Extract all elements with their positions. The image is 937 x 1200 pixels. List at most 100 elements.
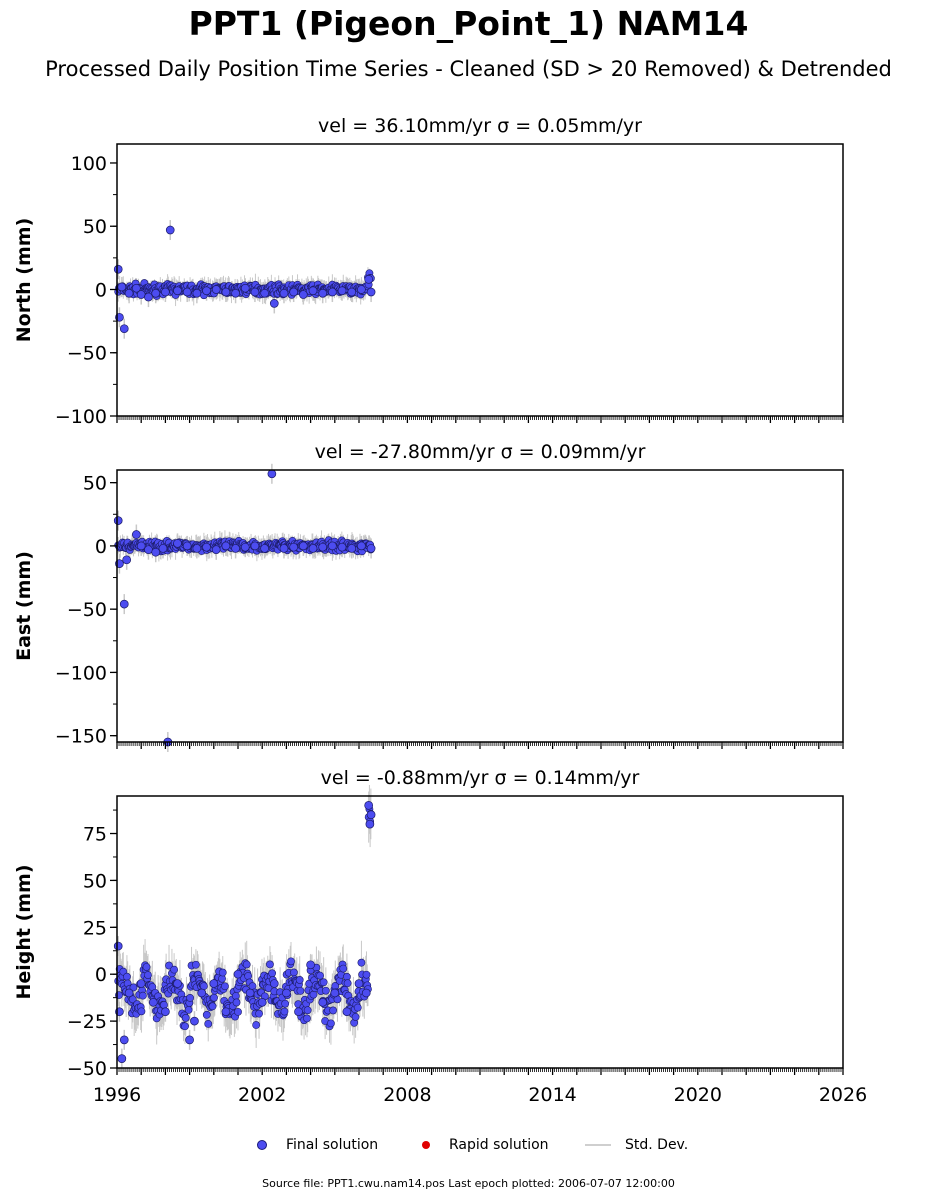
data-point bbox=[190, 1016, 199, 1026]
data-point bbox=[209, 979, 219, 988]
data-point bbox=[364, 801, 374, 810]
data-point bbox=[124, 988, 134, 998]
data-point bbox=[192, 288, 202, 298]
panel-title: vel = -0.88mm/yr σ = 0.14mm/yr bbox=[321, 767, 640, 789]
panel-title: vel = -27.80mm/yr σ = 0.09mm/yr bbox=[315, 441, 646, 463]
panel-title: vel = 36.10mm/yr σ = 0.05mm/yr bbox=[318, 115, 642, 137]
data-point bbox=[287, 957, 295, 966]
data-point bbox=[234, 1007, 242, 1016]
data-point bbox=[250, 541, 260, 551]
x-tick-label: 1996 bbox=[93, 1084, 141, 1106]
data-point bbox=[202, 1010, 211, 1019]
y-tick-label: 50 bbox=[83, 473, 107, 495]
data-point bbox=[124, 288, 134, 298]
chart-title: PPT1 (Pigeon_Point_1) NAM14 bbox=[188, 4, 749, 43]
y-tick-label: −25 bbox=[67, 1011, 107, 1033]
plot-frame bbox=[116, 469, 844, 743]
data-point bbox=[170, 965, 179, 974]
data-point bbox=[211, 545, 221, 555]
data-point bbox=[351, 1013, 360, 1021]
data-point bbox=[136, 979, 146, 988]
y-tick-label: −100 bbox=[55, 406, 107, 428]
legend-rapid: Rapid solution bbox=[422, 1137, 549, 1153]
final-solution-points bbox=[113, 469, 376, 747]
data-point bbox=[318, 542, 328, 552]
data-point bbox=[260, 544, 269, 553]
data-point bbox=[173, 286, 182, 296]
data-point bbox=[173, 979, 182, 988]
y-tick-label: −150 bbox=[55, 726, 107, 748]
data-point bbox=[268, 969, 277, 978]
data-point bbox=[303, 1006, 312, 1015]
data-point bbox=[266, 960, 274, 969]
data-point bbox=[210, 993, 218, 1002]
data-point bbox=[231, 992, 240, 1000]
data-point bbox=[279, 288, 289, 298]
data-point bbox=[185, 1035, 194, 1045]
data-point bbox=[117, 282, 127, 292]
data-point bbox=[328, 541, 337, 551]
data-point bbox=[192, 544, 202, 553]
data-point bbox=[113, 941, 123, 951]
legend-final-label: Final solution bbox=[286, 1137, 379, 1153]
data-point bbox=[316, 971, 324, 980]
data-point bbox=[123, 972, 131, 981]
x-tick-label: 2002 bbox=[238, 1084, 286, 1106]
data-point bbox=[289, 287, 299, 297]
data-point bbox=[328, 287, 337, 297]
data-point bbox=[342, 1007, 352, 1017]
data-point bbox=[347, 544, 357, 553]
data-point bbox=[366, 810, 376, 820]
std-dev-bars bbox=[117, 463, 372, 752]
data-point bbox=[181, 1022, 189, 1031]
data-point bbox=[137, 1007, 146, 1016]
data-point bbox=[308, 286, 318, 296]
data-point bbox=[202, 542, 211, 552]
data-point bbox=[117, 1054, 127, 1063]
data-point bbox=[119, 324, 129, 334]
data-point bbox=[165, 961, 173, 970]
data-point bbox=[267, 469, 277, 479]
data-point bbox=[144, 292, 153, 302]
data-point bbox=[173, 539, 182, 548]
x-tick-label: 2020 bbox=[674, 1084, 722, 1106]
y-tick-label: 50 bbox=[83, 870, 107, 892]
data-point bbox=[329, 1006, 338, 1015]
data-point bbox=[319, 978, 328, 987]
legend-stddev-label: Std. Dev. bbox=[625, 1137, 689, 1153]
final-solution-marker bbox=[257, 1140, 267, 1150]
data-point bbox=[158, 544, 168, 553]
data-point bbox=[294, 1007, 303, 1017]
y-tick-label: 25 bbox=[83, 917, 107, 939]
data-point bbox=[129, 983, 138, 992]
y-axis-label: East (mm) bbox=[13, 551, 35, 661]
x-tick-label: 2026 bbox=[819, 1084, 867, 1106]
data-point bbox=[357, 541, 366, 551]
data-point bbox=[233, 969, 243, 979]
x-tick-label: 2008 bbox=[383, 1084, 431, 1106]
panel-2: vel = -27.80mm/yr σ = 0.09mm/yr East (mm)… bbox=[13, 441, 844, 752]
data-point bbox=[252, 1021, 261, 1029]
data-point bbox=[240, 283, 250, 293]
data-point bbox=[165, 225, 175, 235]
data-point bbox=[365, 819, 375, 829]
data-point bbox=[353, 1003, 362, 1012]
data-point bbox=[160, 1001, 168, 1009]
data-point bbox=[354, 979, 364, 988]
legend-stddev: Std. Dev. bbox=[585, 1137, 688, 1153]
data-point bbox=[296, 986, 305, 995]
data-point bbox=[318, 997, 328, 1007]
legend-final: Final solution bbox=[257, 1137, 378, 1153]
data-point bbox=[132, 283, 141, 293]
data-point bbox=[181, 1014, 190, 1022]
data-point bbox=[191, 960, 200, 969]
data-point bbox=[231, 544, 240, 553]
std-dev-line bbox=[585, 1144, 611, 1146]
data-point bbox=[161, 287, 170, 297]
time-series-plots: vel = 36.10mm/yr σ = 0.05mm/yr North (mm)… bbox=[13, 115, 867, 1106]
final-solution-points bbox=[113, 801, 376, 1063]
y-tick-label: −50 bbox=[67, 1058, 107, 1080]
data-point bbox=[184, 1006, 193, 1014]
y-tick-label: −50 bbox=[67, 599, 107, 621]
data-point bbox=[347, 287, 357, 297]
